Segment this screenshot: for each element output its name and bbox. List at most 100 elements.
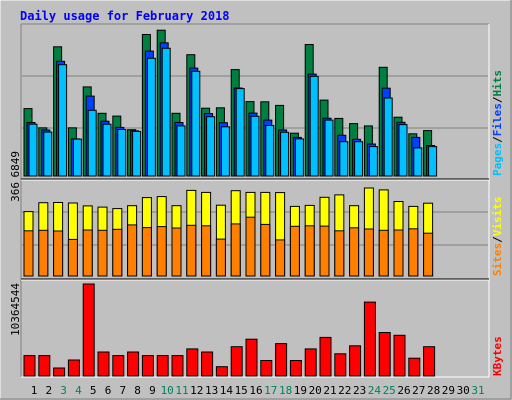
bar-kbytes-day-undefined [53, 367, 66, 377]
bar-pages-day-17 [265, 125, 275, 177]
bar-sites-day-undefined [67, 238, 78, 277]
bar-kbytes-day-undefined [38, 355, 51, 377]
bar-kbytes-day-undefined [67, 359, 80, 377]
x-tick-label-day-11: 11 [175, 384, 188, 397]
bar-pages-day-15 [235, 88, 245, 177]
legend-separator: / [491, 96, 504, 103]
legend-item-files: Files [491, 103, 504, 136]
bar-kbytes-day-undefined [363, 301, 376, 377]
bar-sites-day-undefined [423, 232, 434, 277]
x-tick-label-day-24: 24 [368, 384, 382, 397]
bar-sites-day-undefined [289, 225, 300, 277]
bar-sites-day-undefined [82, 229, 93, 277]
x-tick-label-day-12: 12 [190, 384, 203, 397]
legend-separator: / [491, 236, 504, 243]
panel-3-ymax-label: 10364544 [9, 283, 22, 336]
x-tick-label-day-7: 7 [119, 384, 126, 397]
bar-kbytes-day-undefined [112, 355, 125, 377]
bar-sites-day-undefined [156, 226, 167, 277]
legend-text: Pages/Files/Hits [491, 70, 504, 176]
x-tick-label-day-9: 9 [149, 384, 156, 397]
bar-kbytes-day-undefined [171, 355, 184, 377]
bar-kbytes-day-undefined [408, 357, 421, 377]
x-axis-labels: 1 2 3 4 5 6 7 8 9 10 11 12 13 14 15 16 17 18 19 20 21 22 23 24 2… [31, 384, 485, 397]
x-tick-label-day-21: 21 [323, 384, 336, 397]
bar-kbytes-day-undefined [319, 336, 332, 377]
bar-kbytes-day-undefined [423, 346, 436, 377]
bar-pages-day-25 [383, 97, 393, 177]
bar-pages-day-26 [398, 124, 408, 177]
x-tick-label-day-8: 8 [134, 384, 141, 397]
x-tick-label-day-29: 29 [442, 384, 455, 397]
x-tick-label-day-2: 2 [45, 384, 52, 397]
bar-sites-day-undefined [260, 223, 271, 277]
bar-kbytes-day-undefined [141, 355, 154, 377]
bar-kbytes-day-undefined [245, 338, 258, 377]
bar-pages-day-21 [324, 119, 334, 177]
bar-sites-day-undefined [112, 228, 123, 277]
bar-kbytes-day-undefined [127, 351, 140, 377]
legend-item-kbytes: KBytes [491, 336, 504, 376]
x-tick-label-day-22: 22 [338, 384, 351, 397]
x-tick-label-day-25: 25 [383, 384, 396, 397]
bar-sites-day-undefined [38, 229, 49, 277]
x-tick-label-day-28: 28 [427, 384, 440, 397]
bar-kbytes-day-undefined [349, 345, 362, 377]
bar-sites-day-undefined [141, 227, 152, 277]
x-tick-label-day-6: 6 [105, 384, 112, 397]
bar-kbytes-day-undefined [334, 353, 347, 377]
bar-sites-day-undefined [408, 228, 419, 277]
bar-kbytes-day-undefined [23, 355, 36, 377]
bar-sites-day-undefined [245, 216, 256, 277]
bar-kbytes-day-undefined [201, 351, 214, 377]
bar-sites-day-undefined [53, 230, 64, 277]
bar-pages-day-8 [132, 130, 142, 177]
bar-sites-day-undefined [171, 227, 182, 277]
bar-pages-day-18 [280, 131, 290, 177]
x-tick-label-day-26: 26 [397, 384, 410, 397]
bar-kbytes-day-undefined [156, 355, 169, 377]
x-tick-label-day-15: 15 [235, 384, 248, 397]
bar-sites-day-undefined [230, 223, 241, 277]
x-tick-label-day-1: 1 [31, 384, 38, 397]
bar-pages-day-2 [43, 131, 53, 177]
bar-sites-day-undefined [334, 230, 345, 277]
bar-pages-day-12 [191, 70, 201, 177]
bar-pages-day-13 [206, 116, 216, 177]
bar-pages-day-20 [309, 75, 319, 177]
x-tick-label-day-13: 13 [205, 384, 218, 397]
bar-sites-day-undefined [201, 225, 212, 277]
bar-kbytes-day-undefined [304, 348, 317, 377]
bar-sites-day-undefined [97, 229, 108, 277]
x-tick-label-day-14: 14 [220, 384, 234, 397]
bar-pages-day-11 [176, 125, 186, 177]
x-tick-label-day-31: 31 [471, 384, 484, 397]
x-tick-label-day-18: 18 [279, 384, 292, 397]
bar-sites-day-undefined [319, 225, 330, 277]
legend-item-sites: Sites [491, 243, 504, 276]
legend-item-visits: Visits [491, 197, 504, 237]
bar-kbytes-day-undefined [230, 346, 243, 377]
x-tick-label-day-5: 5 [90, 384, 97, 397]
bar-pages-day-19 [294, 138, 304, 177]
bar-pages-day-14 [220, 126, 230, 177]
bar-kbytes-day-undefined [260, 360, 273, 377]
bar-pages-day-24 [368, 146, 378, 177]
x-tick-label-day-3: 3 [60, 384, 67, 397]
panel-1-ymax-label: 6849 [9, 151, 22, 178]
panel-2-ymax-label: 366 [9, 182, 22, 202]
bar-pages-day-22 [339, 141, 349, 177]
bar-kbytes-day-undefined [289, 360, 302, 377]
legend-item-hits: Hits [491, 70, 504, 97]
bar-sites-day-undefined [215, 238, 226, 277]
bar-pages-day-5 [87, 109, 97, 177]
bar-pages-day-23 [354, 141, 364, 177]
bar-sites-day-undefined [304, 225, 315, 277]
bar-kbytes-day-undefined [97, 351, 110, 377]
bar-kbytes-day-undefined [186, 348, 199, 377]
legend-panel-2: Sites/Visits [491, 197, 504, 277]
legend-separator: / [491, 136, 504, 143]
bar-kbytes-day-undefined [275, 343, 288, 377]
